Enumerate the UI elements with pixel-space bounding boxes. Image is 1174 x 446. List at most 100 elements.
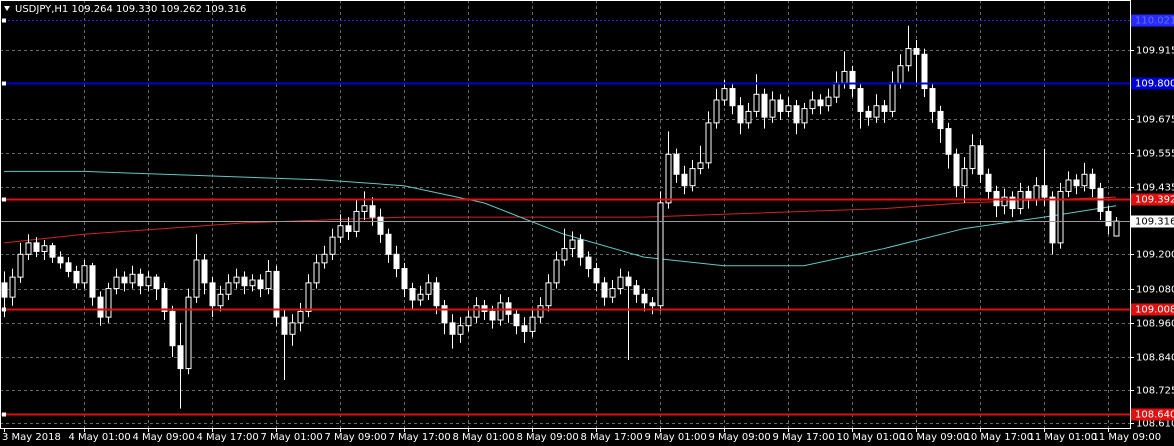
level-label-box [1131,77,1174,90]
candle-body [1009,196,1016,210]
x-tick-label: 10 May 01:00 [837,432,906,443]
candle-body [609,288,616,298]
candle-body [449,322,456,335]
candle-body [689,168,696,187]
candle-body [105,288,112,318]
level-label: 108.640 [1135,410,1174,421]
y-tick-label: 108.960 [1136,319,1174,330]
candle-body [625,276,632,287]
candle-body [761,93,768,118]
x-tick-label: 7 May 09:00 [325,432,387,443]
candle-body [369,205,376,218]
candle-body [201,259,208,284]
candle-body [969,145,976,170]
candle-body [1105,210,1112,227]
y-tick-label: 109.080 [1136,285,1174,296]
candle-body [1,282,8,298]
candle-body [33,242,40,252]
candle-body [521,325,528,332]
candle-body [425,282,432,295]
candle-body [697,162,704,170]
candle-body [89,265,96,298]
price-axis: 109.915 109.675 109.555 109.435 109.200 109.0… [2,14,1174,443]
candle-body [729,88,736,107]
candle-body [249,279,256,287]
candle-body [65,262,72,272]
candle-body [465,316,472,327]
candle-body [1049,196,1056,244]
candle-body [817,99,824,107]
level-label: 109.800 [1135,79,1174,90]
candle-body [289,322,296,335]
candle-body [857,88,864,112]
plot [0,18,1130,417]
candle-body [753,93,760,112]
candle-body [1033,185,1040,201]
x-tick-label: 4 May 01:00 [69,432,131,443]
candle-body [865,110,872,118]
candle-body [561,248,568,261]
x-tick-label: 8 May 17:00 [581,432,643,443]
level-label: 109.008 [1135,305,1174,316]
candle-body [913,48,920,55]
candle-body [1001,196,1008,207]
candle-body [905,48,912,67]
candle-body [393,253,400,270]
level-anchor [2,197,6,202]
candle-body [161,288,168,312]
candle-body [825,96,832,107]
collapse-icon [4,6,10,11]
candle-body [265,270,272,290]
x-tick-label: 8 May 09:00 [517,432,579,443]
candle-body [1113,220,1120,237]
candle-body [1089,173,1096,190]
candle-body [377,216,384,235]
current-price-box [1131,215,1174,228]
candle-body [673,153,680,175]
candle-body [73,270,80,284]
candle-body [153,276,160,290]
level-label-box [1131,14,1174,27]
candle-body [57,256,64,264]
candle-body [945,128,952,155]
candle-body [537,305,544,318]
candle-body [937,110,944,130]
y-tick-label: 108.840 [1136,353,1174,364]
candle-body [721,88,728,101]
candle-body [273,270,280,318]
candle-body [1041,185,1048,198]
x-tick-label: 9 May 09:00 [709,432,771,443]
candle-body [193,259,200,298]
candle-body [985,173,992,192]
x-tick-label: 4 May 17:00 [197,432,259,443]
candle-body [329,236,336,255]
candle-body [17,253,24,278]
candle-body [569,239,576,250]
candle-body [745,110,752,124]
candle-body [177,345,184,370]
x-tick-label: 10 May 09:00 [901,432,970,443]
candle-body [873,105,880,118]
candle-body [529,316,536,332]
candle-body [81,265,88,284]
candle-body [849,70,856,90]
candle-body [617,276,624,290]
x-tick-label: 7 May 01:00 [261,432,323,443]
candle-body [737,105,744,124]
candle-body [545,282,552,307]
candle-body [345,225,352,232]
x-tick-label: 7 May 17:00 [389,432,451,443]
candle-body [577,239,584,258]
candle-body [441,305,448,324]
x-tick-label: 9 May 17:00 [773,432,835,443]
x-tick-label: 8 May 01:00 [453,432,515,443]
candle-body [129,273,136,284]
level-anchor [2,18,6,23]
candle-body [897,65,904,84]
candle-body [921,53,928,90]
candle-body [785,105,792,112]
candle-body [457,325,464,335]
y-tick-label: 109.915 [1136,46,1174,57]
candle-body [409,288,416,301]
